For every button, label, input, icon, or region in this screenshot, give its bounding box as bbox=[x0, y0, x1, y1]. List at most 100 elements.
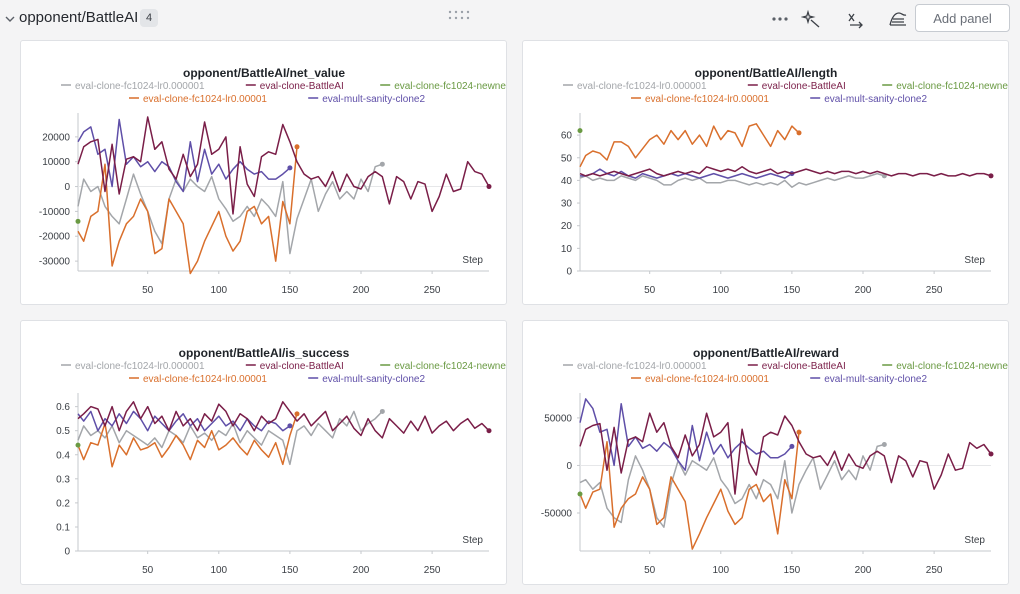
y-tick-label: -10000 bbox=[39, 207, 71, 218]
series-line bbox=[579, 432, 800, 550]
more-options-icon[interactable] bbox=[769, 8, 791, 30]
panel-length[interactable]: opponent/BattleAI/length eval-clone-fc102… bbox=[522, 40, 1009, 305]
series-line bbox=[77, 413, 298, 468]
series-line bbox=[579, 123, 800, 168]
x-tick-label: 200 bbox=[855, 565, 872, 576]
series-line bbox=[579, 172, 885, 188]
section-title[interactable]: opponent/BattleAI bbox=[19, 9, 139, 26]
legend-label: eval-clone-fc1024-lr0.000001 bbox=[577, 81, 707, 92]
x-tick-label: 250 bbox=[424, 285, 441, 296]
y-tick-label: 40 bbox=[561, 176, 573, 187]
x-tick-label: 100 bbox=[712, 565, 729, 576]
series-end-point bbox=[294, 411, 300, 417]
legend-label: eval-clone-fc1024-lr0.000001 bbox=[75, 361, 205, 372]
x-tick-label: 200 bbox=[855, 285, 872, 296]
x-axis-settings-icon[interactable] bbox=[845, 8, 867, 30]
series-line bbox=[77, 410, 291, 432]
series-end-point bbox=[789, 443, 795, 449]
series-line bbox=[77, 116, 490, 215]
series-line bbox=[579, 166, 992, 177]
series-end-point bbox=[796, 130, 802, 136]
panel-net-value[interactable]: opponent/BattleAI/net_value eval-clone-fc… bbox=[20, 40, 507, 305]
y-tick-label: 0 bbox=[64, 547, 70, 558]
series-line bbox=[77, 401, 490, 439]
series-line bbox=[77, 410, 383, 466]
x-tick-label: 150 bbox=[282, 285, 299, 296]
series-line bbox=[77, 118, 291, 193]
y-tick-label: 10 bbox=[561, 244, 573, 255]
series-line bbox=[77, 146, 298, 275]
series-end-point bbox=[988, 173, 994, 179]
legend-label: eval-mult-sanity-clone2 bbox=[824, 94, 927, 105]
y-tick-label: 0.3 bbox=[56, 474, 70, 485]
series-end-point bbox=[75, 442, 81, 448]
series-end-point bbox=[988, 451, 994, 457]
series-end-point bbox=[577, 491, 583, 497]
series-end-point bbox=[287, 423, 293, 429]
series-end-point bbox=[796, 429, 802, 435]
x-axis-label: Step bbox=[462, 535, 483, 546]
panel-reward[interactable]: opponent/BattleAI/reward eval-clone-fc102… bbox=[522, 320, 1009, 585]
chart-title: opponent/BattleAI/reward bbox=[693, 346, 839, 360]
magic-wand-icon[interactable] bbox=[801, 8, 823, 30]
legend-label: eval-clone-fc1024-newnet bbox=[394, 361, 507, 372]
legend-label: eval-clone-fc1024-newnet bbox=[394, 81, 507, 92]
x-tick-label: 250 bbox=[926, 285, 943, 296]
series-end-point bbox=[577, 128, 583, 134]
series-end-point bbox=[486, 428, 492, 434]
legend-label: eval-clone-BattleAI bbox=[260, 361, 344, 372]
x-tick-label: 50 bbox=[644, 565, 656, 576]
drag-handle-icon[interactable] bbox=[447, 9, 471, 21]
panel-is-success[interactable]: opponent/BattleAI/is_success eval-clone-f… bbox=[20, 320, 507, 585]
legend-label: eval-clone-fc1024-lr0.000001 bbox=[75, 81, 205, 92]
series-end-point bbox=[287, 165, 293, 171]
y-tick-label: 20000 bbox=[42, 132, 70, 143]
series-end-point bbox=[881, 442, 887, 448]
chart-title: opponent/BattleAI/is_success bbox=[179, 346, 350, 360]
y-tick-label: 10000 bbox=[42, 157, 70, 168]
y-tick-label: 50 bbox=[561, 153, 573, 164]
panel-count-badge: 4 bbox=[140, 9, 158, 27]
legend-label: eval-clone-fc1024-lr0.00001 bbox=[645, 374, 769, 385]
x-tick-label: 150 bbox=[784, 565, 801, 576]
x-tick-label: 50 bbox=[644, 285, 656, 296]
x-tick-label: 150 bbox=[282, 565, 299, 576]
x-axis-label: Step bbox=[964, 255, 985, 266]
y-tick-label: 0.2 bbox=[56, 498, 70, 509]
y-tick-label: -20000 bbox=[39, 232, 71, 243]
smoothing-icon[interactable] bbox=[887, 8, 909, 30]
x-tick-label: 250 bbox=[424, 565, 441, 576]
legend-label: eval-clone-fc1024-lr0.00001 bbox=[143, 374, 267, 385]
x-tick-label: 250 bbox=[926, 565, 943, 576]
x-tick-label: 100 bbox=[210, 565, 227, 576]
add-panel-button[interactable]: Add panel bbox=[915, 4, 1010, 32]
legend-label: eval-clone-fc1024-lr0.00001 bbox=[143, 94, 267, 105]
series-line bbox=[579, 443, 885, 528]
legend-label: eval-clone-fc1024-newnet bbox=[896, 81, 1009, 92]
y-tick-label: 50000 bbox=[544, 413, 572, 424]
y-tick-label: 0.6 bbox=[56, 402, 70, 413]
x-axis-label: Step bbox=[964, 535, 985, 546]
series-end-point bbox=[379, 408, 385, 414]
series-line bbox=[579, 398, 793, 471]
chart-svg: opponent/BattleAI/lengtheval-clone-fc102… bbox=[561, 66, 1009, 296]
legend-label: eval-clone-fc1024-lr0.00001 bbox=[645, 94, 769, 105]
legend-label: eval-clone-fc1024-newnet bbox=[896, 361, 1009, 372]
y-tick-label: 0 bbox=[566, 267, 572, 278]
y-tick-label: 0.5 bbox=[56, 426, 70, 437]
chart-title: opponent/BattleAI/net_value bbox=[183, 66, 345, 80]
y-tick-label: -30000 bbox=[39, 257, 71, 268]
x-tick-label: 50 bbox=[142, 285, 154, 296]
x-tick-label: 100 bbox=[712, 285, 729, 296]
x-tick-label: 200 bbox=[353, 565, 370, 576]
chart-svg: opponent/BattleAI/is_successeval-clone-f… bbox=[56, 346, 507, 576]
series-line bbox=[579, 412, 992, 495]
legend-label: eval-clone-BattleAI bbox=[762, 81, 846, 92]
legend-label: eval-clone-BattleAI bbox=[260, 81, 344, 92]
chevron-down-icon[interactable] bbox=[4, 13, 16, 25]
series-end-point bbox=[75, 218, 81, 224]
chart-title: opponent/BattleAI/length bbox=[695, 66, 838, 80]
section-header: opponent/BattleAI 4 Add panel bbox=[0, 0, 1020, 38]
y-tick-label: 20 bbox=[561, 221, 573, 232]
y-tick-label: 0 bbox=[566, 461, 572, 472]
